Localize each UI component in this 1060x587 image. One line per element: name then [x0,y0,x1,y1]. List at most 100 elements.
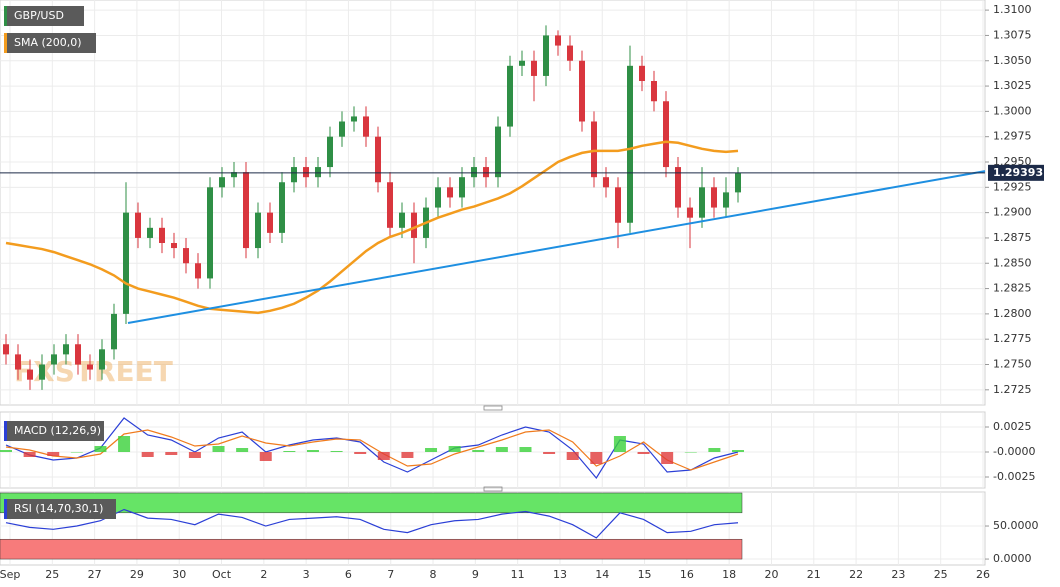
candle-body [99,349,105,370]
x-tick-label: 2 [260,568,267,581]
x-tick-label: 3 [303,568,310,581]
y-tick-label: 1.2850 [993,256,1032,269]
candle-body [291,167,297,183]
x-tick-label: 27 [88,568,102,581]
legend-swatch [4,6,7,26]
legend-box [4,6,84,26]
candle-body [315,167,321,178]
candle-body [519,60,525,66]
candle-body [375,136,381,183]
legend-box [4,499,116,519]
y-tick-label: -0.0000 [993,445,1035,458]
y-tick-label: 1.2775 [993,332,1032,345]
x-tick-label: 6 [345,568,352,581]
x-tick-label: Oct [212,568,232,581]
legend-box [4,421,104,441]
candle-body [603,177,609,188]
histogram-bar [448,446,461,452]
legend-label: SMA (200,0) [14,36,82,49]
y-tick-label: 0.0025 [993,420,1032,433]
y-tick-label: 1.2825 [993,282,1032,295]
x-tick-label: Sep [0,568,20,581]
histogram-bar [47,452,60,456]
candle-body [627,65,633,223]
candle-body [639,65,645,81]
histogram-bar [165,452,178,455]
candle-body [507,65,513,127]
histogram-bar [472,450,485,452]
candle-body [111,313,117,350]
legend-box [4,33,96,53]
candle-body [207,187,213,279]
x-tick-label: 26 [976,568,990,581]
histogram-bar [94,446,107,452]
x-tick-label: 30 [172,568,186,581]
histogram-bar [236,448,249,452]
candle-body [471,167,477,178]
y-tick-label: 1.2750 [993,358,1032,371]
histogram-bar [70,452,83,453]
candle-body [39,364,45,380]
candle-body [447,187,453,198]
candle-body [459,177,465,198]
last-price-label: 1.29393 [993,166,1043,179]
histogram-bar [23,452,36,457]
histogram-bar [306,450,319,452]
x-tick-label: 20 [764,568,778,581]
candle-body [411,212,417,238]
histogram-bar [401,452,414,458]
candle-body [147,227,153,238]
candle-body [255,212,261,249]
candle-body [567,45,573,61]
candle-body [651,81,657,102]
last-price-box [988,164,1044,181]
candle-body [399,212,405,228]
candle-body [699,187,705,218]
histogram-bar [661,452,674,464]
histogram-bar [212,446,225,452]
y-tick-label: 1.2875 [993,231,1032,244]
candle-body [687,207,693,218]
candle-body [279,182,285,233]
rsi-line [5,508,739,539]
candle-body [579,60,585,122]
candle-body [531,60,537,76]
histogram-bar [708,448,721,452]
sma-line [5,140,739,315]
candle-body [735,173,741,193]
trendline [127,170,986,324]
panel-handle [483,405,503,411]
candle-body [135,212,141,238]
legend-swatch [4,421,7,441]
candle-body [75,344,81,365]
candle-body [387,182,393,228]
histogram-bar [590,452,603,464]
macd-line [5,429,739,471]
y-tick-label: 1.2975 [993,130,1032,143]
candle-body [219,177,225,188]
x-tick-label: 8 [430,568,437,581]
y-tick-label: 1.2800 [993,307,1032,320]
y-tick-label: 1.3100 [993,3,1032,16]
histogram-bar [188,452,201,458]
histogram-bar [613,436,626,452]
candle-body [123,212,129,314]
y-tick-label: 1.3000 [993,104,1032,117]
candle-body [543,35,549,76]
y-tick-label: 50.0000 [993,519,1039,532]
candle-body [723,192,729,208]
histogram-bar [377,452,390,460]
histogram-bar [684,452,697,453]
y-tick-label: 0.0000 [993,552,1032,565]
panel [0,0,986,406]
candle-body [363,116,369,137]
candle-body [483,167,489,178]
candle-body [63,344,69,355]
candle-body [711,187,717,208]
histogram-bar [259,452,272,461]
candle-body [195,263,201,279]
y-tick-label: 1.2900 [993,206,1032,219]
histogram-bar [425,448,438,452]
candle-body [495,126,501,178]
